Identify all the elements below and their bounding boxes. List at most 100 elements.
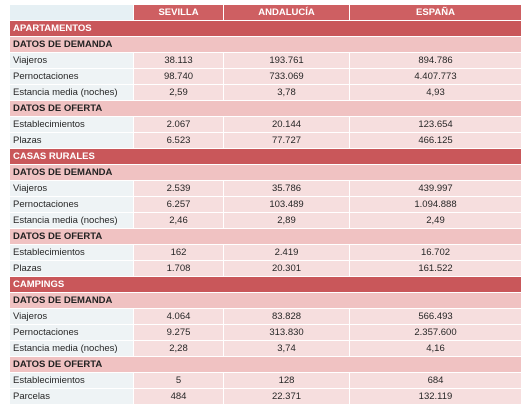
value-cell: 1.094.888: [349, 196, 522, 213]
value-cell: 2,49: [349, 212, 522, 229]
table-row: Plazas 6.523 77.727 466.125: [9, 132, 522, 149]
row-label: Estancia media (noches): [9, 340, 134, 357]
value-cell: 22.371: [223, 388, 350, 405]
subsection-header-row: DATOS DE DEMANDA: [9, 292, 522, 309]
value-cell: 83.828: [223, 308, 350, 325]
row-label: Plazas: [9, 260, 134, 277]
subsection-title: DATOS DE OFERTA: [9, 100, 522, 117]
row-label: Viajeros: [9, 308, 134, 325]
value-cell: 2.067: [133, 116, 224, 133]
value-cell: 132.119: [349, 388, 522, 405]
subsection-header-row: DATOS DE OFERTA: [9, 228, 522, 245]
section-title: CASAS RURALES: [9, 148, 522, 165]
table-row: Plazas 1.708 20.301 161.522: [9, 260, 522, 277]
value-cell: 98.740: [133, 68, 224, 85]
subsection-title: DATOS DE OFERTA: [9, 356, 522, 373]
value-cell: 684: [349, 372, 522, 389]
value-cell: 2,59: [133, 84, 224, 101]
column-header-andalucia: ANDALUCÍA: [223, 4, 350, 21]
value-cell: 6.523: [133, 132, 224, 149]
row-label: Pernoctaciones: [9, 68, 134, 85]
row-label: Viajeros: [9, 52, 134, 69]
column-header-sevilla: SEVILLA: [133, 4, 224, 21]
subsection-header-row: DATOS DE OFERTA: [9, 100, 522, 117]
value-cell: 9.275: [133, 324, 224, 341]
value-cell: 566.493: [349, 308, 522, 325]
section-title: CAMPINGS: [9, 276, 522, 293]
table-body: APARTAMENTOS DATOS DE DEMANDA Viajeros 38.1…: [9, 20, 522, 405]
row-label: Parcelas: [9, 388, 134, 405]
row-label: Estancia media (noches): [9, 84, 134, 101]
value-cell: 4.407.773: [349, 68, 522, 85]
header-corner-cell: [9, 4, 134, 21]
value-cell: 484: [133, 388, 224, 405]
row-label: Pernoctaciones: [9, 324, 134, 341]
value-cell: 1.708: [133, 260, 224, 277]
value-cell: 35.786: [223, 180, 350, 197]
value-cell: 77.727: [223, 132, 350, 149]
row-label: Estancia media (noches): [9, 212, 134, 229]
subsection-header-row: DATOS DE DEMANDA: [9, 164, 522, 181]
value-cell: 162: [133, 244, 224, 261]
value-cell: 5: [133, 372, 224, 389]
table-row: Establecimientos 2.067 20.144 123.654: [9, 116, 522, 133]
value-cell: 16.702: [349, 244, 522, 261]
value-cell: 38.113: [133, 52, 224, 69]
row-label: Pernoctaciones: [9, 196, 134, 213]
row-label: Plazas: [9, 132, 134, 149]
table-row: Estancia media (noches) 2,59 3,78 4,93: [9, 84, 522, 101]
value-cell: 193.761: [223, 52, 350, 69]
section-header-row: APARTAMENTOS: [9, 20, 522, 37]
value-cell: 128: [223, 372, 350, 389]
value-cell: 3,74: [223, 340, 350, 357]
value-cell: 161.522: [349, 260, 522, 277]
value-cell: 3,78: [223, 84, 350, 101]
value-cell: 2,46: [133, 212, 224, 229]
column-header-espana: ESPAÑA: [349, 4, 522, 21]
value-cell: 6.257: [133, 196, 224, 213]
tourism-data-table: SEVILLA ANDALUCÍA ESPAÑA APARTAMENTOS DAT…: [9, 4, 522, 405]
section-title: APARTAMENTOS: [9, 20, 522, 37]
table-row: Viajeros 2.539 35.786 439.997: [9, 180, 522, 197]
table-row: Pernoctaciones 98.740 733.069 4.407.773: [9, 68, 522, 85]
value-cell: 103.489: [223, 196, 350, 213]
value-cell: 2,28: [133, 340, 224, 357]
value-cell: 894.786: [349, 52, 522, 69]
value-cell: 2.539: [133, 180, 224, 197]
table-row: Pernoctaciones 6.257 103.489 1.094.888: [9, 196, 522, 213]
subsection-header-row: DATOS DE OFERTA: [9, 356, 522, 373]
table-row: Establecimientos 162 2.419 16.702: [9, 244, 522, 261]
section-header-row: CASAS RURALES: [9, 148, 522, 165]
table-row: Estancia media (noches) 2,28 3,74 4,16: [9, 340, 522, 357]
value-cell: 20.301: [223, 260, 350, 277]
subsection-header-row: DATOS DE DEMANDA: [9, 36, 522, 53]
value-cell: 2,89: [223, 212, 350, 229]
section-header-row: CAMPINGS: [9, 276, 522, 293]
value-cell: 4,16: [349, 340, 522, 357]
row-label: Establecimientos: [9, 372, 134, 389]
value-cell: 4,93: [349, 84, 522, 101]
value-cell: 439.997: [349, 180, 522, 197]
value-cell: 20.144: [223, 116, 350, 133]
column-header-row: SEVILLA ANDALUCÍA ESPAÑA: [9, 4, 522, 21]
table-row: Viajeros 4.064 83.828 566.493: [9, 308, 522, 325]
subsection-title: DATOS DE DEMANDA: [9, 36, 522, 53]
table-row: Estancia media (noches) 2,46 2,89 2,49: [9, 212, 522, 229]
value-cell: 2.419: [223, 244, 350, 261]
subsection-title: DATOS DE DEMANDA: [9, 292, 522, 309]
value-cell: 123.654: [349, 116, 522, 133]
table-row: Viajeros 38.113 193.761 894.786: [9, 52, 522, 69]
table-row: Pernoctaciones 9.275 313.830 2.357.600: [9, 324, 522, 341]
value-cell: 4.064: [133, 308, 224, 325]
value-cell: 466.125: [349, 132, 522, 149]
value-cell: 313.830: [223, 324, 350, 341]
row-label: Establecimientos: [9, 244, 134, 261]
value-cell: 733.069: [223, 68, 350, 85]
value-cell: 2.357.600: [349, 324, 522, 341]
row-label: Establecimientos: [9, 116, 134, 133]
subsection-title: DATOS DE OFERTA: [9, 228, 522, 245]
row-label: Viajeros: [9, 180, 134, 197]
table-row: Establecimientos 5 128 684: [9, 372, 522, 389]
table-row: Parcelas 484 22.371 132.119: [9, 388, 522, 405]
subsection-title: DATOS DE DEMANDA: [9, 164, 522, 181]
